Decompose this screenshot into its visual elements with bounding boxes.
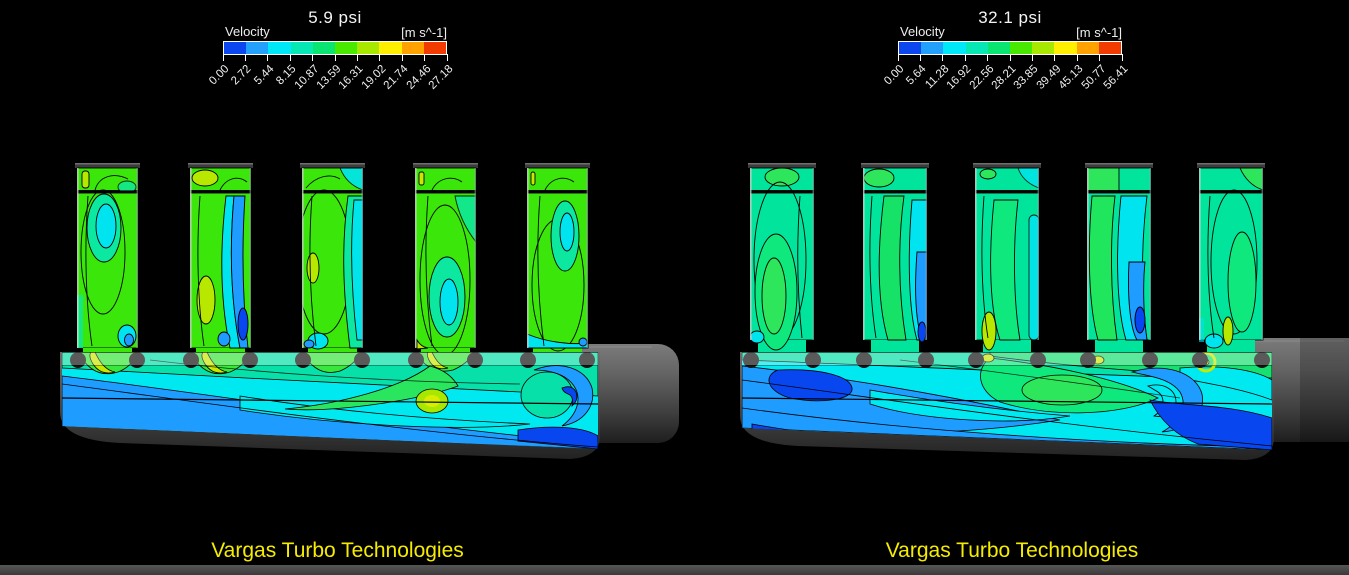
legend-variable-label: Velocity (900, 24, 945, 39)
runner-3 (296, 163, 365, 353)
runner-1 (75, 163, 140, 353)
colorbar-tick-labels: 0.00 2.72 5.44 8.15 10.87 13.59 16.31 19.02 21.7… (207, 63, 455, 108)
bottom-gray-bar (0, 565, 1349, 575)
colorbar-segment (423, 42, 447, 54)
port-notches (743, 352, 1270, 368)
runner-5 (525, 163, 590, 353)
manifold-contour-right (740, 163, 1349, 460)
colorbar-segment (921, 42, 944, 54)
colorbar-ticks (897, 54, 1123, 61)
manifold-contour-left (60, 163, 679, 459)
runners (748, 163, 1265, 353)
colorbar-segment (1032, 42, 1055, 54)
colorbar-ticks (222, 54, 448, 61)
runner-2 (861, 163, 929, 353)
runner-3 (973, 163, 1041, 353)
colorbar-segment (268, 42, 291, 54)
colorbar-segment (379, 42, 402, 54)
colorbar-tick-labels: 0.00 5.64 11.28 16.92 22.56 28.21 33.85 39.49 45… (882, 63, 1130, 108)
runner-4 (1085, 163, 1153, 353)
colorbar-segment (1076, 42, 1099, 54)
runners (75, 163, 590, 356)
legend-variable-label: Velocity (225, 24, 270, 39)
legend-right: 32.1 psi Velocity [m s^-1] 0.00 5.64 11.28… (882, 8, 1130, 113)
runner-4 (413, 163, 478, 356)
colorbar-segment (987, 42, 1011, 54)
colorbar-segment (357, 42, 380, 54)
colorbar-segment (335, 42, 358, 54)
pressure-title-left: 5.9 psi (308, 8, 362, 27)
legend-units-label: [m s^-1] (1076, 25, 1122, 40)
colorbar-segment (943, 42, 966, 54)
plenum-contour-plane (62, 352, 598, 449)
pressure-title-right: 32.1 psi (978, 8, 1042, 27)
colorbar-segment (290, 42, 313, 54)
colorbar-segment (224, 42, 247, 54)
velocity-colorbar (223, 41, 447, 55)
colorbar-segment (1010, 42, 1033, 54)
colorbar-segment (246, 42, 269, 54)
colorbar-segment (965, 42, 988, 54)
colorbar-segment (401, 42, 424, 54)
runner-5 (1197, 163, 1265, 353)
runner-1 (748, 163, 816, 353)
colorbar-segment (1054, 42, 1077, 54)
colorbar-segment (899, 42, 922, 54)
legend-units-label: [m s^-1] (401, 25, 447, 40)
colorbar-segment (1098, 42, 1122, 54)
colorbar-segment (312, 42, 336, 54)
legend-left: 5.9 psi Velocity [m s^-1] 0.00 2.72 5.44 8.… (207, 8, 455, 113)
watermark-right: Vargas Turbo Technologies (885, 539, 1139, 562)
velocity-colorbar (898, 41, 1122, 55)
port-notches (70, 352, 595, 368)
watermark-left: Vargas Turbo Technologies (211, 539, 464, 562)
runner-2 (188, 163, 253, 353)
